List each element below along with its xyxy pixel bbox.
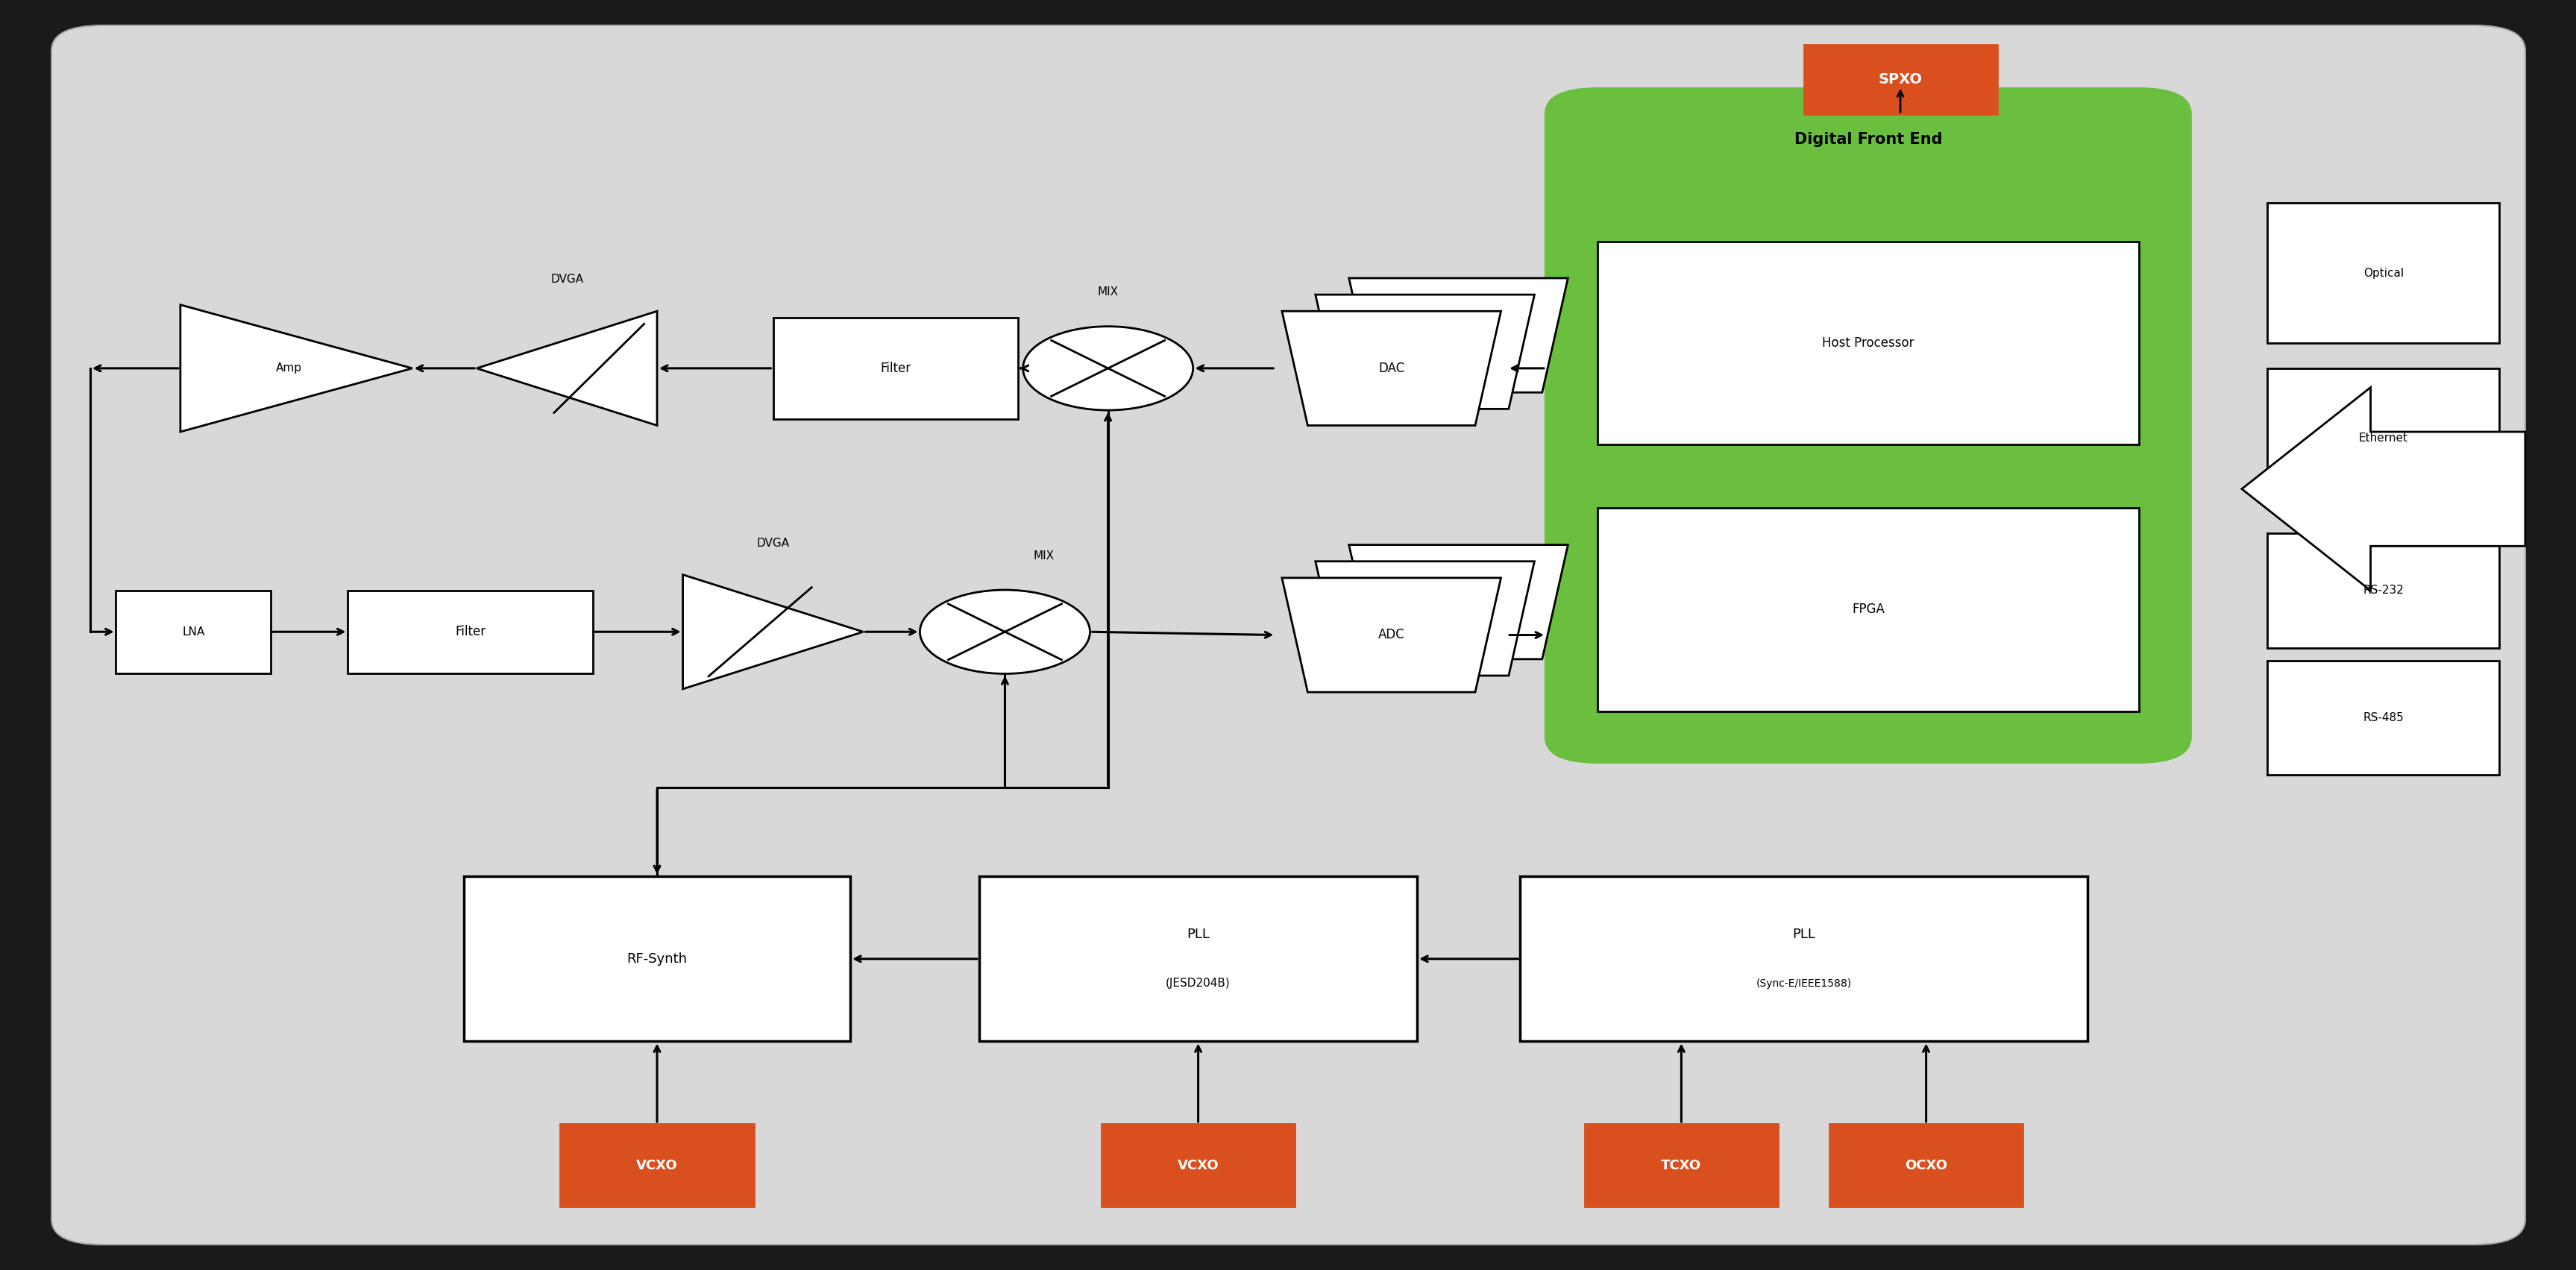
Text: PLL: PLL (1188, 927, 1208, 941)
Text: PLL: PLL (1793, 927, 1814, 941)
Polygon shape (477, 311, 657, 425)
Text: RS-232: RS-232 (2362, 585, 2403, 596)
Bar (1803, 44, 1996, 114)
Text: ADC: ADC (1378, 629, 1404, 641)
Polygon shape (1283, 311, 1499, 425)
Text: (Sync-E/IEEE1588): (Sync-E/IEEE1588) (1754, 978, 1852, 989)
Text: Filter: Filter (456, 625, 484, 639)
Bar (1584, 1124, 1777, 1206)
Bar (464, 876, 850, 1041)
Polygon shape (1350, 545, 1566, 659)
Polygon shape (1283, 578, 1499, 692)
Bar (1103, 1124, 1296, 1206)
Text: Amp: Amp (276, 363, 301, 373)
Text: DVGA: DVGA (551, 274, 582, 284)
Polygon shape (683, 574, 863, 688)
Bar (1829, 1124, 2022, 1206)
Text: VCXO: VCXO (636, 1158, 677, 1172)
Text: VCXO: VCXO (1177, 1158, 1218, 1172)
Text: DVGA: DVGA (757, 537, 788, 549)
Bar (2267, 533, 2499, 648)
Bar (2267, 368, 2499, 508)
FancyBboxPatch shape (52, 25, 2524, 1245)
Text: Filter: Filter (881, 362, 909, 375)
Text: Digital Front End: Digital Front End (1793, 132, 1942, 147)
Bar (562, 1124, 755, 1206)
Circle shape (920, 589, 1090, 673)
Text: Optical: Optical (2362, 268, 2403, 278)
Text: MIX: MIX (1033, 550, 1054, 561)
Text: DAC: DAC (1378, 362, 1404, 375)
Text: RS-485: RS-485 (2362, 712, 2403, 723)
Bar (1520, 876, 2087, 1041)
Polygon shape (1350, 278, 1566, 392)
Text: SPXO: SPXO (1878, 72, 1922, 86)
Polygon shape (180, 305, 412, 432)
Circle shape (1023, 326, 1193, 410)
Polygon shape (1314, 295, 1535, 409)
Text: LNA: LNA (183, 626, 204, 638)
Bar (1597, 508, 2138, 711)
Bar (348, 591, 592, 673)
Text: MIX: MIX (1097, 287, 1118, 297)
Bar (2267, 660, 2499, 775)
Bar (773, 318, 1018, 419)
Polygon shape (1314, 561, 1535, 676)
FancyBboxPatch shape (1546, 89, 2190, 762)
Text: (JESD204B): (JESD204B) (1164, 978, 1231, 989)
Bar (1597, 241, 2138, 444)
Bar (116, 591, 270, 673)
Polygon shape (2241, 387, 2524, 591)
Text: Ethernet: Ethernet (2357, 433, 2409, 443)
Text: FPGA: FPGA (1852, 603, 1883, 616)
Bar (979, 876, 1417, 1041)
Text: OCXO: OCXO (1904, 1158, 1947, 1172)
Bar (2267, 203, 2499, 343)
Text: Host Processor: Host Processor (1821, 337, 1914, 349)
Text: RF-Synth: RF-Synth (626, 952, 688, 965)
Text: TCXO: TCXO (1662, 1158, 1700, 1172)
